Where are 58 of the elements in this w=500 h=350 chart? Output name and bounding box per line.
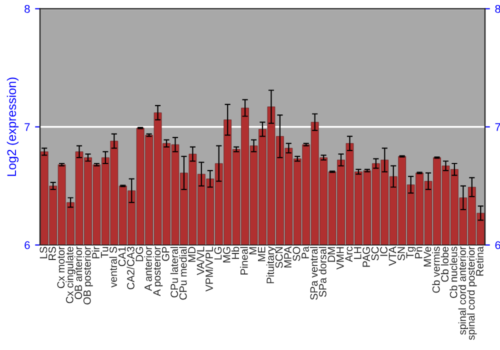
x-tick-label: Cx cingulate	[66, 246, 76, 304]
x-tick-label: Tu	[100, 247, 108, 258]
y2-tick-label: 8	[495, 5, 500, 13]
x-tick-label: MD	[188, 246, 196, 262]
x-tick-label: SPa dorsal	[318, 247, 326, 297]
x-tick-label: OB anterior	[74, 246, 82, 300]
x-tick-label: Retina	[476, 246, 484, 276]
x-tick-label: VMH	[336, 247, 344, 270]
x-tick-label: A anterior	[144, 246, 152, 291]
x-tick-label: Cb lobe	[440, 246, 449, 282]
y-tick-label: 7	[24, 123, 30, 131]
x-tick-label: CA1	[118, 246, 126, 266]
x-tick-label: IC	[380, 246, 388, 256]
x-tick-label: SPa ventral	[310, 247, 318, 300]
x-tick-label: VTA	[388, 246, 396, 266]
x-tick-label: CPu lateral	[170, 247, 178, 298]
x-tick-label: MPA	[284, 246, 292, 268]
y2-tick-label: 6	[495, 241, 500, 250]
x-tick-label: SO	[292, 246, 300, 261]
x-tick-label: MG	[223, 247, 230, 262]
x-tick-label: M	[249, 247, 256, 254]
x-tick-label: Pa	[302, 246, 309, 258]
x-tick-label: LG	[214, 247, 222, 260]
y-axis-title: Log2 (expression)	[6, 78, 19, 176]
x-tick-label: ventral S	[109, 246, 117, 288]
x-tick-label: Hb	[231, 246, 240, 259]
x-tick-label: VA/VL	[196, 246, 204, 276]
x-tick-label: CPu medial	[179, 247, 187, 300]
x-tick-label: OB posterior	[83, 246, 93, 304]
x-tick-label: Cx motor	[57, 246, 65, 288]
x-tick-label: SCN	[275, 247, 283, 268]
x-tick-label: Pineal	[240, 247, 248, 274]
y-tick-label: 6	[24, 241, 30, 250]
x-tick-label: A posterior	[152, 246, 163, 296]
x-tick-label: ME	[258, 246, 266, 262]
x-tick-label: Cb nucleus	[450, 246, 458, 298]
x-tick-label: Pn	[415, 247, 422, 258]
x-tick-label: MVe	[424, 246, 432, 266]
x-tick-label: Arc	[345, 246, 353, 262]
x-tick-label: RS	[48, 246, 56, 260]
x-tick-label: CA2/CA3	[126, 246, 134, 290]
x-tick-label: DM	[328, 247, 335, 262]
x-tick-label: LH	[354, 247, 362, 259]
x-tick-label: SN	[398, 247, 405, 260]
x-tick-label: GP	[162, 246, 170, 261]
x-tick-label: VPM/VPL	[205, 246, 213, 292]
x-tick-label: Pir	[92, 246, 100, 258]
x-tick-label: LS	[40, 246, 48, 258]
x-tick-label: Cb vermis	[432, 246, 440, 293]
x-tick-label: DG	[136, 247, 144, 262]
y2-tick-label: 7	[495, 123, 500, 131]
x-tick-label: spinal cord anterior	[458, 246, 468, 335]
x-tick-label: Pituitary	[266, 246, 276, 284]
x-tick-label: PAG	[362, 247, 370, 267]
x-tick-label: SC	[371, 246, 379, 260]
x-tick-label: spinal cord posterior	[467, 246, 477, 340]
x-tick-label: Tg	[406, 247, 416, 258]
y-tick-label: 8	[24, 5, 30, 13]
